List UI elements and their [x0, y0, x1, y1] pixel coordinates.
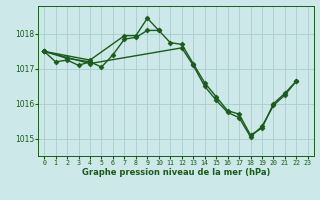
- X-axis label: Graphe pression niveau de la mer (hPa): Graphe pression niveau de la mer (hPa): [82, 168, 270, 177]
